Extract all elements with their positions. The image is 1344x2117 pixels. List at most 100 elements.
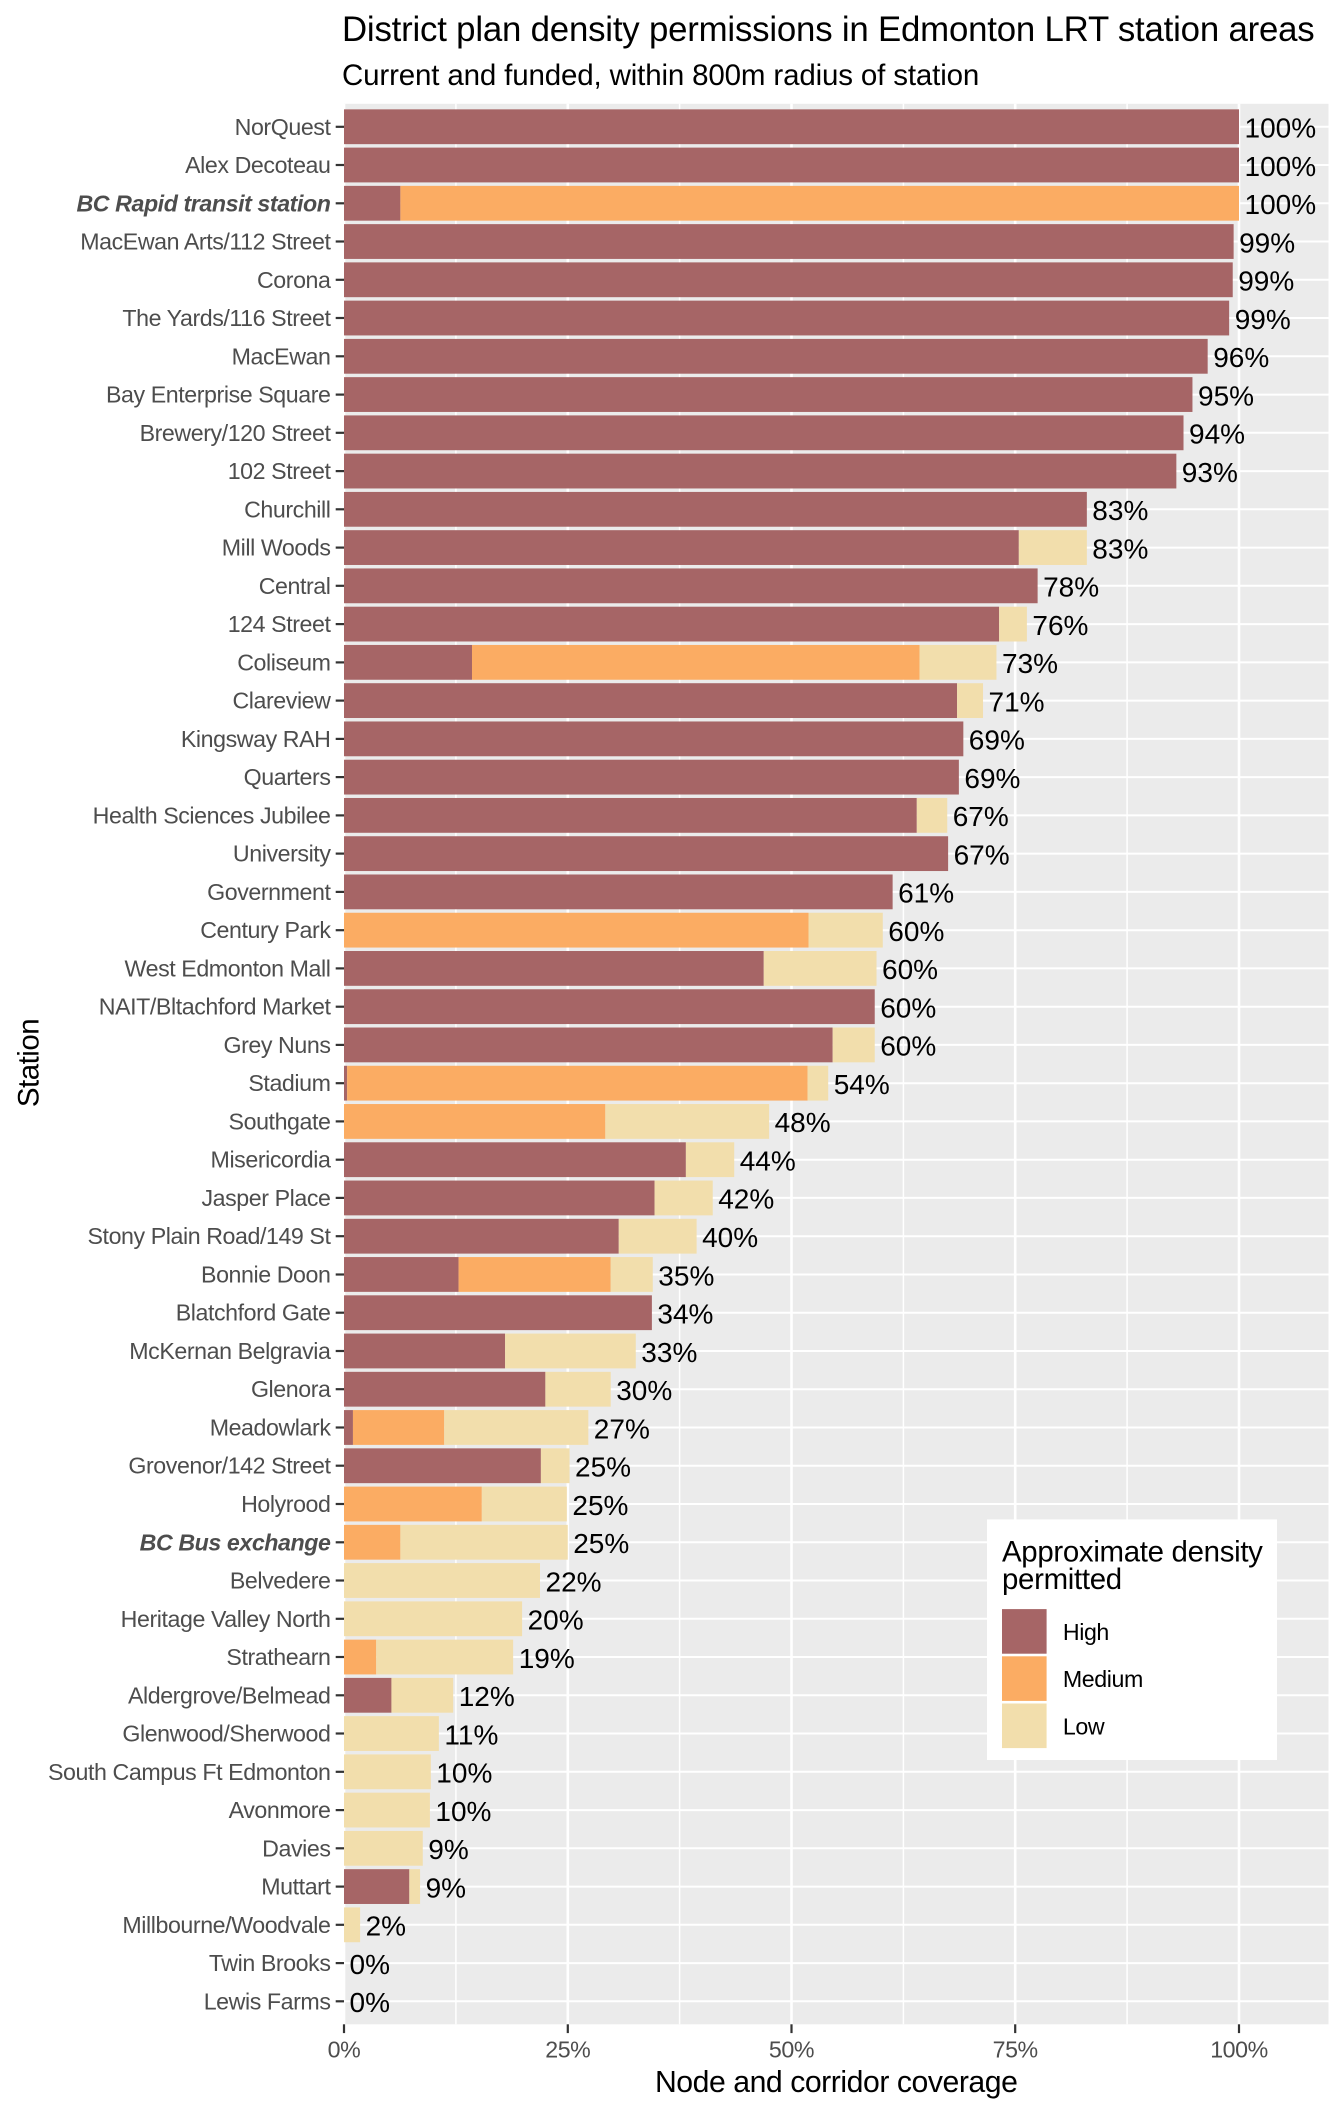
svg-text:60%: 60%	[882, 954, 938, 985]
svg-text:67%: 67%	[953, 801, 1009, 832]
svg-text:35%: 35%	[658, 1260, 714, 1291]
svg-text:100%: 100%	[1245, 113, 1317, 144]
svg-text:BC Rapid transit station: BC Rapid transit station	[76, 190, 330, 216]
svg-text:High: High	[1063, 1619, 1109, 1645]
svg-text:Belvedere: Belvedere	[230, 1568, 331, 1594]
svg-text:Quarters: Quarters	[244, 764, 331, 790]
svg-text:NorQuest: NorQuest	[235, 114, 332, 140]
svg-text:100%: 100%	[1245, 151, 1317, 182]
svg-text:73%: 73%	[1002, 648, 1058, 679]
svg-text:25%: 25%	[575, 1452, 631, 1483]
svg-text:99%: 99%	[1235, 304, 1291, 335]
svg-text:Government: Government	[207, 879, 331, 905]
svg-text:Approximate density: Approximate density	[1002, 1535, 1263, 1568]
svg-text:71%: 71%	[989, 686, 1045, 717]
svg-text:Meadowlark: Meadowlark	[210, 1415, 332, 1441]
svg-text:0%: 0%	[350, 1987, 390, 2018]
svg-text:Heritage Valley North: Heritage Valley North	[121, 1606, 331, 1632]
svg-text:Grovenor/142 Street: Grovenor/142 Street	[128, 1453, 331, 1479]
svg-text:67%: 67%	[954, 839, 1010, 870]
svg-text:25%: 25%	[545, 2037, 590, 2063]
svg-text:124 Street: 124 Street	[228, 611, 332, 637]
svg-text:100%: 100%	[1210, 2037, 1268, 2063]
svg-text:South Campus Ft Edmonton: South Campus Ft Edmonton	[48, 1759, 331, 1785]
svg-text:69%: 69%	[964, 763, 1020, 794]
svg-text:33%: 33%	[641, 1337, 697, 1368]
svg-text:Davies: Davies	[262, 1835, 330, 1861]
svg-text:Blatchford Gate: Blatchford Gate	[176, 1300, 331, 1326]
svg-text:54%: 54%	[834, 1069, 890, 1100]
svg-text:99%: 99%	[1239, 227, 1295, 258]
svg-text:University: University	[233, 841, 331, 867]
svg-text:96%: 96%	[1213, 342, 1269, 373]
svg-text:10%: 10%	[436, 1758, 492, 1789]
svg-text:78%: 78%	[1043, 572, 1099, 603]
svg-text:Grey Nuns: Grey Nuns	[223, 1032, 330, 1058]
svg-text:Strathearn: Strathearn	[226, 1644, 330, 1670]
svg-text:Brewery/120 Street: Brewery/120 Street	[140, 420, 332, 446]
svg-text:Millbourne/Woodvale: Millbourne/Woodvale	[122, 1912, 330, 1938]
svg-text:The Yards/116 Street: The Yards/116 Street	[122, 305, 331, 331]
svg-text:20%: 20%	[528, 1605, 584, 1636]
svg-text:83%: 83%	[1092, 533, 1148, 564]
svg-text:Glenora: Glenora	[251, 1376, 331, 1402]
svg-text:69%: 69%	[969, 725, 1025, 756]
svg-text:100%: 100%	[1245, 189, 1317, 220]
svg-text:75%: 75%	[993, 2037, 1038, 2063]
svg-text:0%: 0%	[328, 2037, 361, 2063]
svg-text:Kingsway RAH: Kingsway RAH	[181, 726, 331, 752]
svg-text:Holyrood: Holyrood	[241, 1491, 330, 1517]
svg-text:Low: Low	[1063, 1713, 1105, 1739]
svg-text:9%: 9%	[428, 1834, 468, 1865]
svg-text:Station: Station	[12, 1019, 45, 1107]
svg-text:MacEwan: MacEwan	[232, 343, 331, 369]
svg-text:Glenwood/Sherwood: Glenwood/Sherwood	[122, 1721, 330, 1747]
svg-text:50%: 50%	[769, 2037, 814, 2063]
svg-text:40%: 40%	[702, 1222, 758, 1253]
svg-text:60%: 60%	[880, 1031, 936, 1062]
svg-text:9%: 9%	[426, 1872, 466, 1903]
svg-text:12%: 12%	[459, 1681, 515, 1712]
svg-text:61%: 61%	[898, 878, 954, 909]
svg-text:Mill Woods: Mill Woods	[222, 535, 331, 561]
svg-text:25%: 25%	[573, 1528, 629, 1559]
svg-text:West Edmonton Mall: West Edmonton Mall	[125, 955, 331, 981]
svg-text:22%: 22%	[546, 1566, 602, 1597]
svg-text:Churchill: Churchill	[244, 496, 330, 522]
svg-text:Node and corridor coverage: Node and corridor coverage	[655, 2066, 1018, 2099]
svg-text:Stadium: Stadium	[248, 1070, 330, 1096]
svg-text:Aldergrove/Belmead: Aldergrove/Belmead	[128, 1682, 331, 1708]
svg-text:Clareview: Clareview	[232, 688, 331, 714]
svg-text:Medium: Medium	[1063, 1666, 1143, 1692]
svg-text:42%: 42%	[718, 1184, 774, 1215]
svg-text:44%: 44%	[740, 1146, 796, 1177]
svg-text:93%: 93%	[1182, 457, 1238, 488]
svg-text:Central: Central	[259, 573, 331, 599]
svg-text:permitted: permitted	[1002, 1563, 1122, 1596]
svg-text:Bay Enterprise Square: Bay Enterprise Square	[106, 382, 330, 408]
svg-text:83%: 83%	[1092, 495, 1148, 526]
svg-text:10%: 10%	[435, 1796, 491, 1827]
svg-text:BC Bus exchange: BC Bus exchange	[140, 1529, 331, 1555]
svg-text:Twin Brooks: Twin Brooks	[209, 1950, 331, 1976]
svg-text:34%: 34%	[657, 1299, 713, 1330]
svg-text:Bonnie Doon: Bonnie Doon	[201, 1262, 330, 1288]
svg-text:Stony Plain Road/149 St: Stony Plain Road/149 St	[88, 1223, 332, 1249]
svg-text:30%: 30%	[616, 1375, 672, 1406]
svg-text:Corona: Corona	[257, 267, 331, 293]
svg-text:Jasper Place: Jasper Place	[201, 1185, 330, 1211]
svg-text:Lewis Farms: Lewis Farms	[204, 1988, 331, 2014]
svg-text:94%: 94%	[1189, 419, 1245, 450]
svg-text:Avonmore: Avonmore	[229, 1797, 331, 1823]
svg-text:MacEwan Arts/112 Street: MacEwan Arts/112 Street	[80, 229, 331, 255]
svg-text:76%: 76%	[1032, 610, 1088, 641]
svg-text:19%: 19%	[519, 1643, 575, 1674]
svg-text:25%: 25%	[572, 1490, 628, 1521]
svg-text:60%: 60%	[888, 916, 944, 947]
svg-text:95%: 95%	[1198, 380, 1254, 411]
svg-text:NAIT/Bltachford Market: NAIT/Bltachford Market	[99, 994, 332, 1020]
svg-text:Coliseum: Coliseum	[237, 649, 330, 675]
svg-text:102 Street: 102 Street	[228, 458, 332, 484]
svg-text:Health Sciences Jubilee: Health Sciences Jubilee	[93, 802, 331, 828]
svg-text:0%: 0%	[350, 1949, 390, 1980]
